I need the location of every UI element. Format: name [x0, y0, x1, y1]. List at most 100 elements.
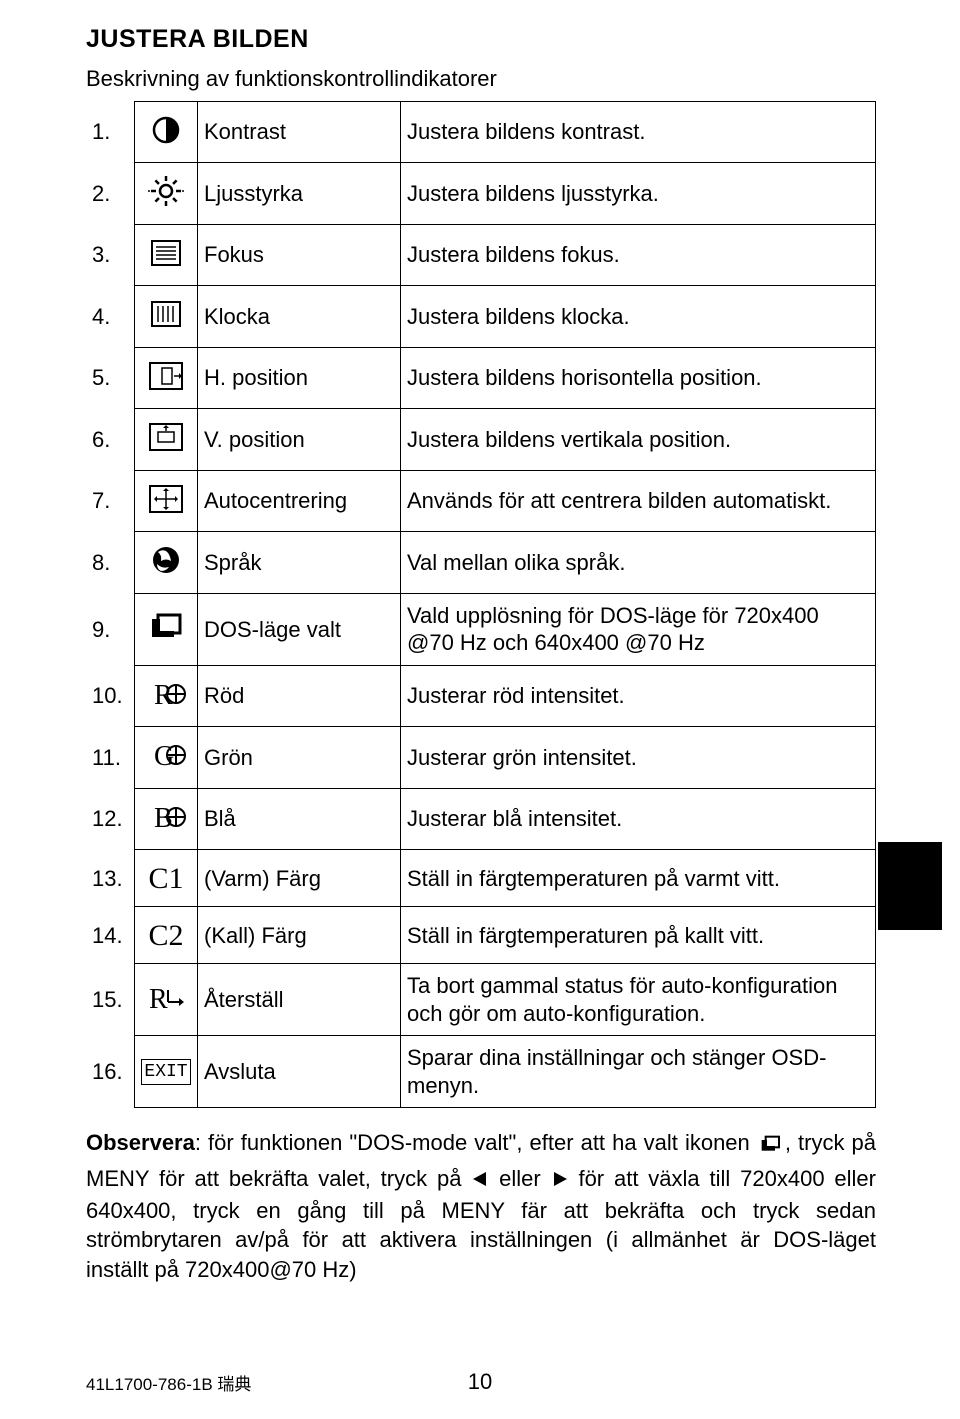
row-name: Grön: [198, 727, 401, 789]
row-name: Kontrast: [198, 101, 401, 163]
svg-text:R: R: [149, 984, 168, 1015]
table-row: 11. G Grön Justerar grön intensitet.: [86, 727, 876, 789]
function-table: 1. Kontrast Justera bildens kontrast. 2.…: [86, 101, 876, 1109]
hpos-icon: [144, 356, 188, 396]
row-description: Justerar röd intensitet.: [401, 665, 876, 727]
row-name: (Kall) Färg: [198, 907, 401, 964]
row-icon-cell: [135, 163, 198, 225]
table-row: 13. C1 (Varm) Färg Ställ in färgtemperat…: [86, 850, 876, 907]
table-row: 14. C2 (Kall) Färg Ställ in färgtemperat…: [86, 907, 876, 964]
B-icon: B: [144, 797, 188, 837]
table-row: 12. B Blå Justerar blå intensitet.: [86, 788, 876, 850]
row-icon-cell: [135, 593, 198, 665]
table-row: 6. V. position Justera bildens vertikala…: [86, 409, 876, 471]
row-name: Fokus: [198, 224, 401, 286]
row-icon-cell: [135, 224, 198, 286]
dos-icon: [144, 607, 188, 647]
table-row: 9. DOS-läge valt Vald upplösning för DOS…: [86, 593, 876, 665]
C2-icon: C2: [144, 915, 188, 955]
row-icon-cell: [135, 409, 198, 471]
row-number: 12.: [86, 788, 135, 850]
row-number: 10.: [86, 665, 135, 727]
row-icon-cell: G: [135, 727, 198, 789]
exit-icon: EXIT: [144, 1052, 188, 1092]
row-name: (Varm) Färg: [198, 850, 401, 907]
row-name: Avsluta: [198, 1036, 401, 1108]
row-number: 2.: [86, 163, 135, 225]
autocenter-icon: [144, 479, 188, 519]
R-icon: R: [144, 674, 188, 714]
table-row: 8. Språk Val mellan olika språk.: [86, 532, 876, 594]
note-text-1: : för funktionen "DOS-mode valt", efter …: [195, 1130, 757, 1155]
table-row: 15. R Återställ Ta bort gammal status fö…: [86, 964, 876, 1036]
row-name: Röd: [198, 665, 401, 727]
row-name: Ljusstyrka: [198, 163, 401, 225]
row-description: Justera bildens fokus.: [401, 224, 876, 286]
row-icon-cell: B: [135, 788, 198, 850]
row-number: 15.: [86, 964, 135, 1036]
row-number: 8.: [86, 532, 135, 594]
triangle-left-icon: [471, 1166, 489, 1196]
triangle-right-icon: [551, 1166, 569, 1196]
globe-icon: [144, 540, 188, 580]
row-name: V. position: [198, 409, 401, 471]
row-description: Justera bildens klocka.: [401, 286, 876, 348]
row-description: Används för att centrera bilden automati…: [401, 470, 876, 532]
table-row: 5. H. position Justera bildens horisonte…: [86, 347, 876, 409]
row-number: 11.: [86, 727, 135, 789]
page-title: JUSTERA BILDEN: [86, 24, 874, 55]
page-subtitle: Beskrivning av funktionskontrollindikato…: [86, 65, 874, 93]
table-row: 4. Klocka Justera bildens klocka.: [86, 286, 876, 348]
row-description: Ställ in färgtemperaturen på kallt vitt.: [401, 907, 876, 964]
row-description: Justerar grön intensitet.: [401, 727, 876, 789]
row-description: Justerar blå intensitet.: [401, 788, 876, 850]
reset-icon: R: [144, 978, 188, 1018]
dos-icon-inline: [757, 1132, 785, 1164]
note-bold: Observera: [86, 1130, 195, 1155]
row-number: 13.: [86, 850, 135, 907]
row-icon-cell: C2: [135, 907, 198, 964]
row-number: 5.: [86, 347, 135, 409]
row-icon-cell: [135, 532, 198, 594]
row-icon-cell: [135, 470, 198, 532]
row-name: Återställ: [198, 964, 401, 1036]
row-description: Sparar dina inställningar och stänger OS…: [401, 1036, 876, 1108]
row-number: 14.: [86, 907, 135, 964]
C1-icon: C1: [144, 858, 188, 898]
table-row: 16. EXIT Avsluta Sparar dina inställning…: [86, 1036, 876, 1108]
row-description: Justera bildens horisontella position.: [401, 347, 876, 409]
row-number: 7.: [86, 470, 135, 532]
table-row: 7. Autocentrering Används för att centre…: [86, 470, 876, 532]
row-number: 4.: [86, 286, 135, 348]
row-name: DOS-läge valt: [198, 593, 401, 665]
row-icon-cell: C1: [135, 850, 198, 907]
row-name: Autocentrering: [198, 470, 401, 532]
row-description: Justera bildens vertikala position.: [401, 409, 876, 471]
row-icon-cell: [135, 101, 198, 163]
row-name: Klocka: [198, 286, 401, 348]
side-tab-marker: [878, 842, 942, 930]
row-number: 16.: [86, 1036, 135, 1108]
svg-text:R: R: [154, 680, 173, 711]
brightness-icon: [144, 171, 188, 211]
svg-text:G: G: [154, 741, 174, 772]
table-row: 10. R Röd Justerar röd intensitet.: [86, 665, 876, 727]
row-icon-cell: R: [135, 964, 198, 1036]
page: JUSTERA BILDEN Beskrivning av funktionsk…: [0, 0, 960, 1419]
table-row: 1. Kontrast Justera bildens kontrast.: [86, 101, 876, 163]
row-icon-cell: R: [135, 665, 198, 727]
page-number: 10: [0, 1368, 960, 1396]
row-description: Val mellan olika språk.: [401, 532, 876, 594]
row-icon-cell: [135, 286, 198, 348]
row-name: Språk: [198, 532, 401, 594]
row-number: 3.: [86, 224, 135, 286]
row-icon-cell: [135, 347, 198, 409]
row-description: Vald upplösning för DOS-läge för 720x400…: [401, 593, 876, 665]
row-number: 6.: [86, 409, 135, 471]
clock-icon: [144, 294, 188, 334]
row-description: Ställ in färgtemperaturen på varmt vitt.: [401, 850, 876, 907]
row-description: Ta bort gammal status för auto-konfigura…: [401, 964, 876, 1036]
row-name: Blå: [198, 788, 401, 850]
row-description: Justera bildens ljusstyrka.: [401, 163, 876, 225]
G-icon: G: [144, 735, 188, 775]
